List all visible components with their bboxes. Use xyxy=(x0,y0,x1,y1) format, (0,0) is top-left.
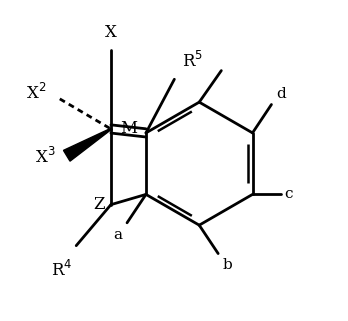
Text: X$^2$: X$^2$ xyxy=(26,82,46,103)
Text: c: c xyxy=(284,187,293,201)
Text: b: b xyxy=(223,258,233,272)
Text: d: d xyxy=(276,87,286,101)
Text: M: M xyxy=(120,120,137,137)
Text: X$^3$: X$^3$ xyxy=(35,147,56,167)
Text: R$^4$: R$^4$ xyxy=(51,260,73,280)
Polygon shape xyxy=(63,128,111,161)
Text: a: a xyxy=(113,228,122,241)
Text: Z: Z xyxy=(93,196,105,213)
Text: X: X xyxy=(105,24,117,41)
Text: R$^5$: R$^5$ xyxy=(182,51,203,71)
